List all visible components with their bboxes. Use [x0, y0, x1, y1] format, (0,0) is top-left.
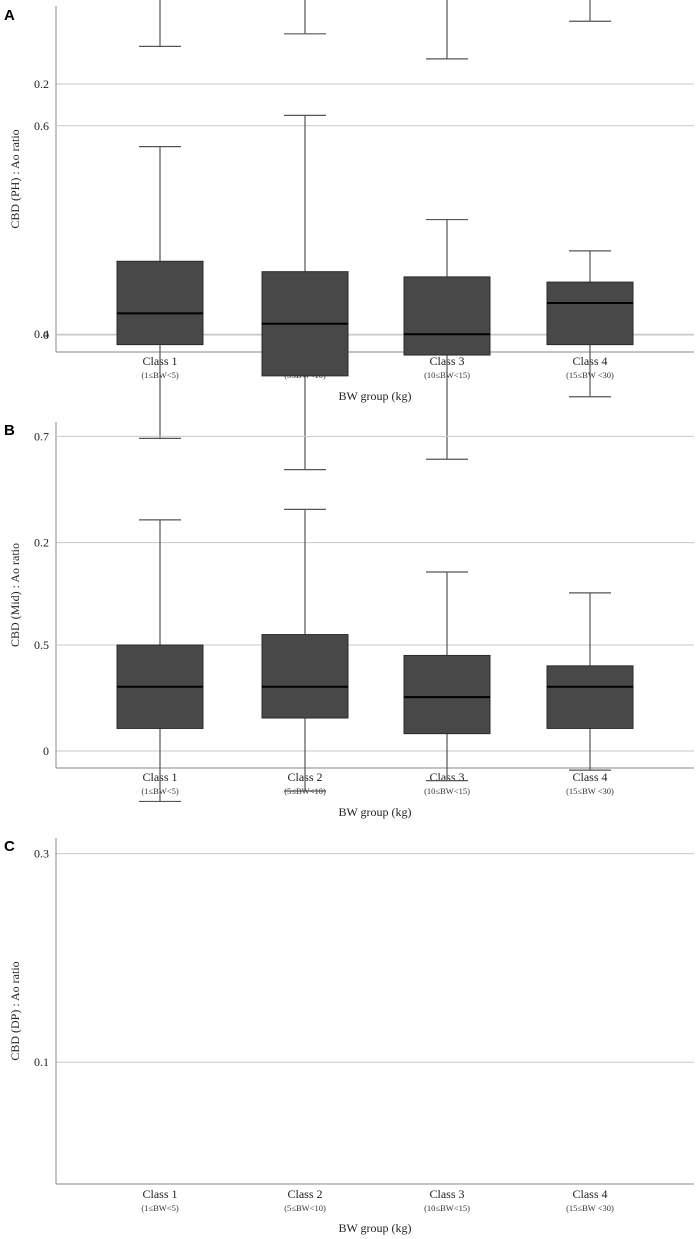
x-category-label: Class 4	[572, 1187, 607, 1201]
box-1	[139, 0, 181, 47]
iqr-box	[546, 665, 634, 729]
box-4	[546, 592, 634, 771]
x-category-sublabel: (10≤BW<15)	[424, 1203, 470, 1213]
box-4	[569, 0, 611, 22]
panel-letter: C	[4, 838, 15, 855]
x-axis-title: BW group (kg)	[338, 389, 411, 403]
x-category-sublabel: (15≤BW <30)	[566, 1203, 614, 1213]
y-tick-label: 0.2	[34, 536, 49, 550]
y-axis-title: CBD (PH) : Ao ratio	[8, 129, 22, 228]
y-tick-label: 0	[43, 744, 49, 758]
box-2	[261, 508, 349, 792]
y-tick-label: 0.5	[34, 638, 49, 652]
box-2	[261, 114, 349, 471]
y-axis-title: CBD (DP) : Ao ratio	[8, 961, 22, 1060]
box-1	[116, 519, 204, 803]
panel-letter: B	[4, 422, 15, 439]
iqr-box	[403, 276, 491, 356]
iqr-box	[116, 260, 204, 346]
x-category-sublabel: (15≤BW <30)	[566, 786, 614, 796]
iqr-box	[261, 634, 349, 719]
y-tick-label: 0.2	[34, 77, 49, 91]
y-tick-label: 0.4	[34, 327, 49, 341]
x-category-label: Class 1	[142, 1187, 177, 1201]
y-axis-title: CBD (Mid) : Ao ratio	[8, 543, 22, 647]
y-tick-label: 0.1	[34, 1055, 49, 1069]
x-category-sublabel: (5≤BW<10)	[284, 1203, 326, 1213]
x-category-sublabel: (1≤BW<5)	[141, 1203, 178, 1213]
box-3	[403, 218, 491, 460]
box-4	[546, 250, 634, 398]
box-2	[284, 0, 326, 35]
y-tick-label: 0	[43, 328, 49, 342]
panel-c: C 0.1 0.3 0.5 0.7 Class 1 (1≤BW<5) Class 2 (5≤BW…	[4, 429, 694, 1235]
x-axis-title: BW group (kg)	[338, 805, 411, 819]
box-3	[426, 0, 468, 60]
panel-letter: A	[4, 7, 15, 24]
x-category-label: Class 3	[429, 1187, 464, 1201]
x-category-sublabel: (10≤BW<15)	[424, 786, 470, 796]
iqr-box	[403, 654, 491, 735]
box-1	[116, 146, 204, 439]
iqr-box	[546, 281, 634, 346]
y-tick-label: 0.7	[34, 429, 49, 443]
y-tick-label: 0.6	[34, 119, 49, 133]
box-3	[403, 571, 491, 782]
x-category-label: Class 4	[572, 770, 607, 784]
x-axis-title: BW group (kg)	[338, 1221, 411, 1235]
x-category-label: Class 2	[287, 1187, 322, 1201]
y-tick-label: 0.3	[34, 847, 49, 861]
